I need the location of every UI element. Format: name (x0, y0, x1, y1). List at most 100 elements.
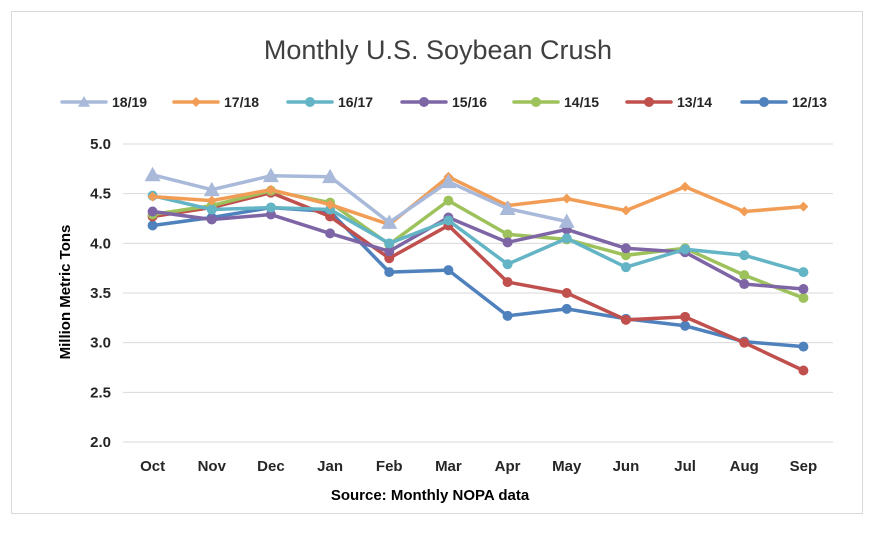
point-15-16-apr (502, 237, 513, 248)
x-tick-label-jun: Jun (613, 458, 640, 475)
series-line-13-14 (150, 190, 806, 373)
point-13-14-aug (739, 337, 750, 348)
x-axis-ticks: Oct Nov Dec Jan Feb Mar Apr May Jun Jul Aug Sep (140, 458, 817, 475)
point-14-15-mar (443, 195, 454, 206)
point-15-16-jun (620, 243, 631, 254)
legend-swatch-marker (531, 97, 541, 107)
series-line-16-17 (150, 193, 806, 274)
legend-swatch-marker (419, 97, 429, 107)
legend-item-12-13: 12/13 (740, 94, 827, 110)
point-16-17-feb (384, 238, 395, 249)
legend-swatch-marker (305, 97, 315, 107)
point-15-16-nov (206, 214, 217, 225)
point-18-19-mar (440, 173, 457, 189)
point-13-14-feb (384, 253, 395, 264)
point-16-17-may (561, 233, 572, 244)
point-17-18-jun (620, 205, 631, 216)
point-12-13-mar (443, 265, 454, 276)
point-18-19-feb (381, 214, 398, 229)
legend-swatch-marker (191, 97, 201, 107)
x-tick-label-oct: Oct (140, 458, 165, 475)
point-15-16-aug (739, 279, 750, 290)
legend-swatch-marker (644, 97, 654, 107)
x-tick-label-may: May (552, 458, 582, 475)
point-16-17-jul (680, 244, 691, 255)
point-13-14-apr (502, 277, 513, 288)
point-18-19-oct (144, 166, 161, 182)
x-tick-label-aug: Aug (730, 458, 759, 475)
point-16-17-apr (502, 259, 513, 270)
legend-item-13-14: 13/14 (625, 94, 712, 110)
legend-label: 12/13 (792, 94, 827, 110)
point-14-15-aug (739, 270, 750, 281)
point-15-16-jan (325, 228, 336, 239)
legend-swatch-marker (759, 97, 769, 107)
point-17-18-may (561, 193, 572, 204)
point-15-16-dec (265, 209, 276, 220)
point-17-18-oct (147, 191, 158, 202)
y-tick-label-2-0: 2.0 (90, 434, 111, 451)
point-16-17-mar (443, 215, 454, 226)
point-16-17-sep (798, 267, 809, 278)
point-17-18-jan (325, 199, 336, 210)
legend-label: 17/18 (224, 94, 259, 110)
x-tick-label-apr: Apr (495, 458, 521, 475)
point-14-15-sep (798, 292, 809, 303)
point-18-19-may (558, 213, 575, 228)
point-17-18-dec (265, 184, 276, 195)
x-tick-label-nov: Nov (198, 458, 227, 475)
point-17-18-aug (739, 206, 750, 217)
point-17-18-sep (798, 201, 809, 212)
y-tick-label-2-5: 2.5 (90, 384, 111, 401)
x-tick-label-jul: Jul (674, 458, 696, 475)
legend-label: 13/14 (677, 94, 712, 110)
point-12-13-feb (384, 267, 395, 278)
legend-label: 15/16 (452, 94, 487, 110)
point-18-19-dec (262, 167, 279, 183)
legend-swatch-marker (78, 96, 90, 107)
y-tick-label-4-0: 4.0 (90, 235, 111, 252)
x-tick-label-sep: Sep (790, 458, 818, 475)
legend-label: 16/17 (338, 94, 373, 110)
legend: 18/19 17/18 16/17 15/16 14/15 13/14 12/13 (60, 94, 827, 110)
y-tick-label-3-0: 3.0 (90, 335, 111, 352)
legend-item-15-16: 15/16 (400, 94, 487, 110)
x-tick-label-mar: Mar (435, 458, 462, 475)
point-15-16-oct (147, 206, 158, 217)
point-13-14-jan (325, 211, 336, 222)
point-13-14-jun (620, 314, 631, 325)
point-17-18-jul (680, 181, 691, 192)
legend-item-14-15: 14/15 (512, 94, 599, 110)
y-tick-label-5-0: 5.0 (90, 136, 111, 153)
point-14-15-jun (620, 250, 631, 261)
point-13-14-may (561, 288, 572, 298)
point-18-19-apr (499, 200, 516, 215)
legend-label: 14/15 (564, 94, 599, 110)
point-14-15-apr (502, 229, 513, 240)
point-12-13-jul (680, 320, 691, 331)
y-axis-ticks: 2.0 2.5 3.0 3.5 4.0 4.5 5.0 (90, 136, 111, 451)
legend-item-17-18: 17/18 (172, 94, 259, 110)
point-16-17-dec (265, 202, 276, 213)
y-tick-label-4-5: 4.5 (90, 186, 111, 203)
point-15-16-feb (384, 246, 395, 257)
legend-label: 18/19 (112, 94, 147, 110)
x-axis-label: Source: Monthly NOPA data (331, 487, 530, 504)
chart-title: Monthly U.S. Soybean Crush (264, 35, 612, 65)
series-line-17-18 (150, 175, 806, 227)
point-16-17-nov (206, 204, 217, 215)
chart-frame (11, 11, 863, 514)
x-tick-label-feb: Feb (376, 458, 403, 475)
series-18-19 (144, 166, 575, 229)
x-tick-label-jan: Jan (317, 458, 343, 475)
y-axis-label: Million Metric Tons (57, 225, 74, 360)
legend-item-16-17: 16/17 (286, 94, 373, 110)
x-tick-label-dec: Dec (257, 458, 285, 475)
point-13-14-sep (798, 365, 809, 376)
point-12-13-may (561, 303, 572, 314)
point-17-18-nov (206, 195, 217, 206)
point-18-19-nov (203, 181, 220, 197)
point-13-14-jul (680, 311, 691, 322)
series-line-18-19 (150, 173, 569, 225)
